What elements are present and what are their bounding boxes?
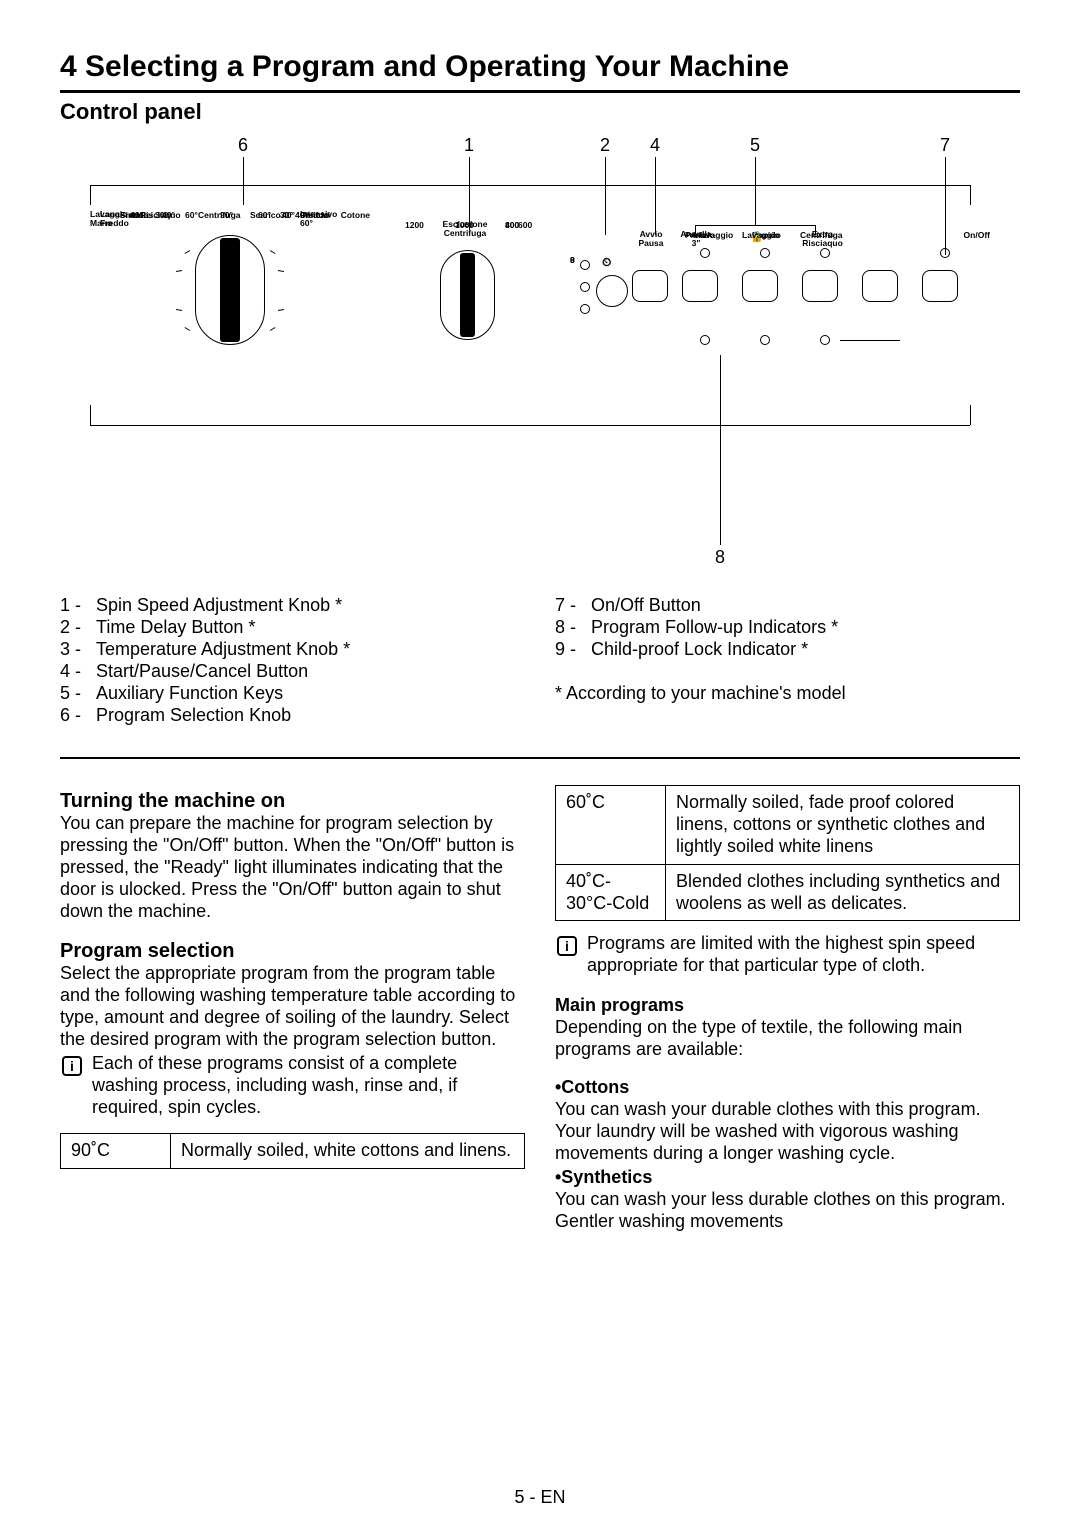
llavaggio: Lavaggio a Mano	[90, 210, 145, 227]
right-column: 60˚C Normally soiled, fade proof colored…	[555, 785, 1020, 1233]
tl-0-temp: 90˚C	[61, 1133, 171, 1168]
main-programs-body: Depending on the type of textile, the fo…	[555, 1017, 1020, 1061]
legend-note: * According to your machine's model	[555, 683, 1020, 705]
callout-2: 2	[600, 135, 610, 156]
spin-1200: 1200	[405, 220, 424, 230]
ll-5t: Program Selection Knob	[96, 705, 291, 727]
temp-table-left: 90˚C Normally soiled, white cottons and …	[60, 1133, 525, 1169]
program-sel-body: Select the appropriate program from the …	[60, 963, 525, 1051]
p-inizio: Inizio	[693, 230, 715, 240]
tr-0-temp: 60˚C	[556, 785, 666, 864]
ll-2t: Temperature Adjustment Knob *	[96, 639, 350, 661]
cottons-body: You can wash your durable clothes with t…	[555, 1099, 1020, 1165]
turning-on-body: You can prepare the machine for program …	[60, 813, 525, 923]
ll-1t: Time Delay Button *	[96, 617, 255, 639]
avvio: Avvio Pausa	[636, 230, 666, 247]
synth-body: You can wash your less durable clothes o…	[555, 1189, 1020, 1233]
program-sel-head: Program selection	[60, 939, 525, 963]
ll-1n: 2 -	[60, 617, 96, 639]
ll-5n: 6 -	[60, 705, 96, 727]
lscar: Scarico	[250, 210, 281, 220]
ll-0n: 1 -	[60, 595, 96, 617]
l60a: 60°	[185, 210, 198, 220]
spin-600: 600	[518, 220, 532, 230]
legend-left: 1 -Spin Speed Adjustment Knob * 2 -Time …	[60, 595, 525, 727]
tr-1-desc: Blended clothes including synthetics and…	[666, 864, 1020, 921]
callout-1: 1	[464, 135, 474, 156]
spin-800: 800	[505, 220, 519, 230]
tr-0-desc: Normally soiled, fade proof colored line…	[666, 785, 1020, 864]
ll-0t: Spin Speed Adjustment Knob *	[96, 595, 342, 617]
lr-1t: Program Follow-up Indicators *	[591, 617, 838, 639]
lr-0t: On/Off Button	[591, 595, 701, 617]
left-column: Turning the machine on You can prepare t…	[60, 785, 525, 1233]
turning-on-head: Turning the machine on	[60, 789, 525, 813]
callout-5: 5	[750, 135, 760, 156]
td-9: 9	[570, 255, 575, 265]
info-icon: i	[62, 1056, 82, 1076]
ldelicati: Delicati	[300, 210, 330, 220]
synth-head: •Synthetics	[555, 1167, 1020, 1189]
callout-4: 4	[650, 135, 660, 156]
onoff-label: On/Off	[964, 230, 990, 240]
l30b: 30°	[280, 210, 293, 220]
lr-1n: 8 -	[555, 617, 591, 639]
spin-knob: Esclusione Centrifuga 400 600 800 1000 1…	[400, 220, 560, 390]
page-footer: 5 - EN	[0, 1487, 1080, 1508]
tl-0-desc: Normally soiled, white cottons and linen…	[171, 1133, 525, 1168]
legend-right: 7 -On/Off Button 8 -Program Follow-up In…	[555, 595, 1020, 727]
main-programs-head: Main programs	[555, 995, 1020, 1017]
lr-0n: 7 -	[555, 595, 591, 617]
spin-1000: 1000	[455, 220, 474, 230]
control-panel-diagram: 6 1 2 4 5 7 Sintetici Cotone 60° 90° 60°…	[60, 135, 1020, 575]
lr-2t: Child-proof Lock Indicator *	[591, 639, 808, 661]
p-cent: Centrifuga	[800, 230, 843, 240]
ll-3n: 4 -	[60, 661, 96, 683]
ll-4t: Auxiliary Function Keys	[96, 683, 283, 705]
ll-4n: 5 -	[60, 683, 96, 705]
callout-8: 8	[715, 547, 725, 568]
ll-3t: Start/Pause/Cancel Button	[96, 661, 308, 683]
lcent: Centrifuga	[198, 210, 241, 220]
clock-icon: ⏲	[602, 255, 611, 270]
callout-7: 7	[940, 135, 950, 156]
p-lav: Lavaggio	[742, 230, 779, 240]
program-sel-note: Each of these programs consist of a comp…	[92, 1053, 525, 1119]
chapter-title: 4 Selecting a Program and Operating Your…	[60, 50, 1020, 93]
lrisc: Risciaquo	[140, 210, 181, 220]
tr-1-temp: 40˚C-30°C-Cold	[556, 864, 666, 921]
program-knob: Sintetici Cotone 60° 90° 60° 40° 40° Fre…	[100, 210, 400, 410]
aux-buttons: Avvio Pausa Prelavaggio Rapido Extra Ris…	[630, 230, 990, 400]
control-panel-heading: Control panel	[60, 99, 1020, 125]
cottons-head: •Cottons	[555, 1077, 1020, 1099]
section-divider	[60, 757, 1020, 759]
info-icon-2: i	[557, 936, 577, 956]
lr-2n: 9 -	[555, 639, 591, 661]
ll-2n: 3 -	[60, 639, 96, 661]
temp-table-right: 60˚C Normally soiled, fade proof colored…	[555, 785, 1020, 922]
spin-note: Programs are limited with the highest sp…	[587, 933, 1020, 977]
callout-6: 6	[238, 135, 248, 156]
